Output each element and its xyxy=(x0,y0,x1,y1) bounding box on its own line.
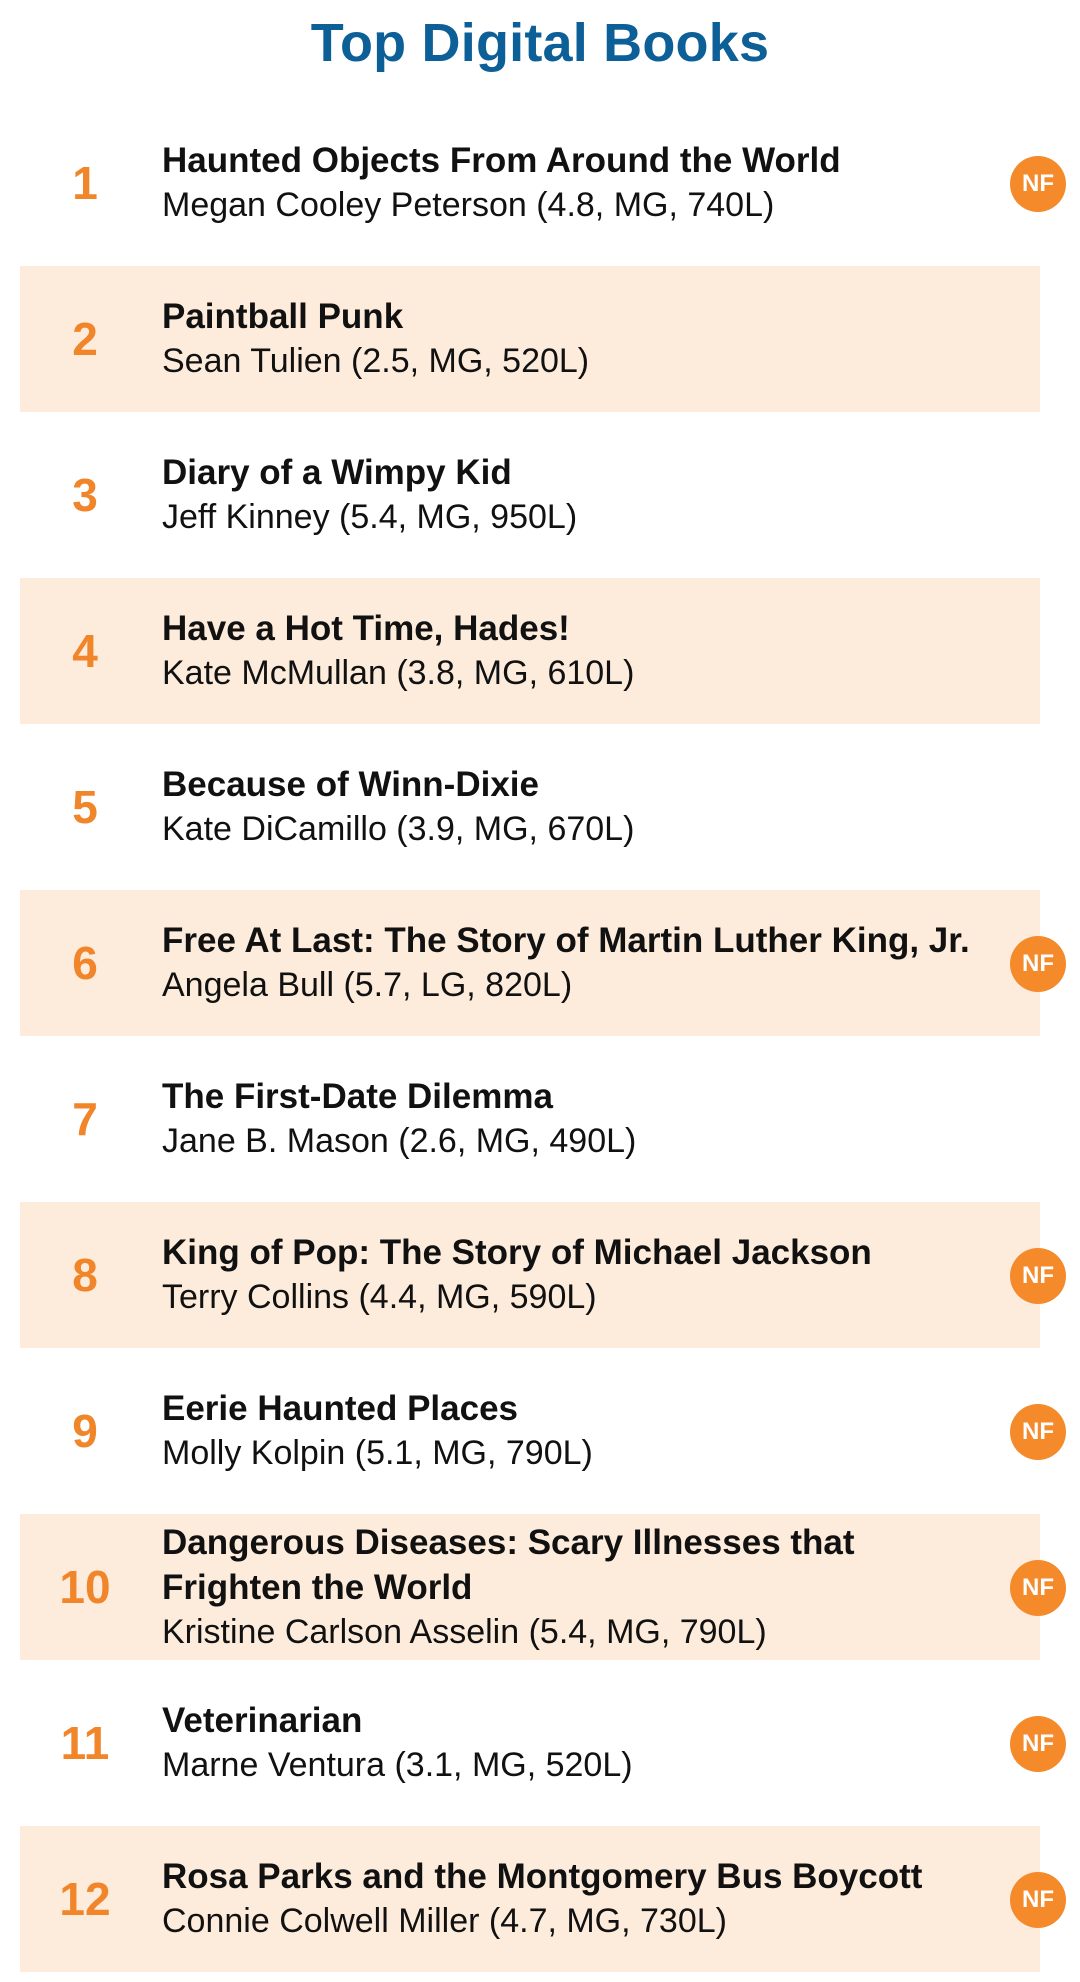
book-author-line: Molly Kolpin (5.1, MG, 790L) xyxy=(162,1434,593,1472)
book-author-line: Kristine Carlson Asselin (5.4, MG, 790L) xyxy=(162,1612,767,1651)
book-author-line: Megan Cooley Peterson (4.8, MG, 740L) xyxy=(162,186,775,224)
book-rank: 4 xyxy=(72,625,98,677)
book-rank: 7 xyxy=(72,1093,98,1145)
nonfiction-badge: NF xyxy=(1010,1872,1066,1928)
row-background xyxy=(20,1514,1040,1660)
book-title: Diary of a Wimpy Kid xyxy=(162,453,512,492)
row-background xyxy=(20,266,1040,412)
book-author-line: Connie Colwell Miller (4.7, MG, 730L) xyxy=(162,1902,727,1940)
book-info: King of Pop: The Story of Michael Jackso… xyxy=(162,1202,982,1348)
book-title: Haunted Objects From Around the World xyxy=(162,141,841,180)
book-rank: 11 xyxy=(60,1717,110,1769)
book-info: Haunted Objects From Around the World Me… xyxy=(162,110,982,256)
book-title: Veterinarian xyxy=(162,1701,363,1740)
book-row-1[interactable]: 1 Haunted Objects From Around the World … xyxy=(0,110,1080,256)
book-author-line: Kate McMullan (3.8, MG, 610L) xyxy=(162,654,635,692)
book-info: Have a Hot Time, Hades! Kate McMullan (3… xyxy=(162,578,982,724)
book-info: Rosa Parks and the Montgomery Bus Boycot… xyxy=(162,1826,982,1972)
nonfiction-badge: NF xyxy=(1010,156,1066,212)
book-rank: 5 xyxy=(72,781,98,833)
book-rank: 1 xyxy=(72,157,98,209)
book-info: Eerie Haunted Places Molly Kolpin (5.1, … xyxy=(162,1358,982,1504)
row-background xyxy=(20,1202,1040,1348)
nonfiction-badge: NF xyxy=(1010,1716,1066,1772)
book-title: King of Pop: The Story of Michael Jackso… xyxy=(162,1233,872,1272)
book-rank: 9 xyxy=(72,1405,98,1457)
book-title: Free At Last: The Story of Martin Luther… xyxy=(162,921,970,960)
book-info: Dangerous Diseases: Scary Illnesses that… xyxy=(162,1514,982,1660)
book-rank: 2 xyxy=(72,313,98,365)
book-info: The First-Date Dilemma Jane B. Mason (2.… xyxy=(162,1046,982,1192)
nonfiction-badge: NF xyxy=(1010,1560,1066,1616)
book-title: The First-Date Dilemma xyxy=(162,1077,553,1116)
page-title: Top Digital Books xyxy=(310,13,770,73)
book-author-line: Marne Ventura (3.1, MG, 520L) xyxy=(162,1746,633,1784)
nonfiction-badge: NF xyxy=(1010,1248,1066,1304)
book-row-4[interactable]: 4 Have a Hot Time, Hades! Kate McMullan … xyxy=(0,578,1080,724)
book-author-line: Jane B. Mason (2.6, MG, 490L) xyxy=(162,1122,637,1160)
book-rank: 6 xyxy=(72,937,98,989)
book-author-line: Jeff Kinney (5.4, MG, 950L) xyxy=(162,498,578,536)
row-background xyxy=(20,578,1040,724)
book-row-3[interactable]: 3 Diary of a Wimpy Kid Jeff Kinney (5.4,… xyxy=(0,422,1080,568)
book-title: Eerie Haunted Places xyxy=(162,1389,518,1428)
book-title: Dangerous Diseases: Scary Illnesses that… xyxy=(162,1522,855,1607)
book-rank: 3 xyxy=(72,469,98,521)
book-info: Paintball Punk Sean Tulien (2.5, MG, 520… xyxy=(162,266,982,412)
book-row-12[interactable]: 12 Rosa Parks and the Montgomery Bus Boy… xyxy=(0,1826,1080,1972)
book-info: Free At Last: The Story of Martin Luther… xyxy=(162,890,982,1036)
book-author-line: Angela Bull (5.7, LG, 820L) xyxy=(162,966,573,1004)
book-row-7[interactable]: 7 The First-Date Dilemma Jane B. Mason (… xyxy=(0,1046,1080,1192)
book-info: Diary of a Wimpy Kid Jeff Kinney (5.4, M… xyxy=(162,422,982,568)
book-author-line: Sean Tulien (2.5, MG, 520L) xyxy=(162,342,590,380)
row-background xyxy=(20,1826,1040,1972)
book-author-line: Kate DiCamillo (3.9, MG, 670L) xyxy=(162,810,635,848)
book-info: Veterinarian Marne Ventura (3.1, MG, 520… xyxy=(162,1670,982,1816)
book-rank: 8 xyxy=(72,1249,98,1301)
book-info: Because of Winn-Dixie Kate DiCamillo (3.… xyxy=(162,734,982,880)
nonfiction-badge: NF xyxy=(1010,1404,1066,1460)
book-list: 1 Haunted Objects From Around the World … xyxy=(0,110,1080,1982)
book-row-8[interactable]: 8 King of Pop: The Story of Michael Jack… xyxy=(0,1202,1080,1348)
book-row-9[interactable]: 9 Eerie Haunted Places Molly Kolpin (5.1… xyxy=(0,1358,1080,1504)
book-title: Because of Winn-Dixie xyxy=(162,765,539,804)
row-background xyxy=(20,890,1040,1036)
book-row-5[interactable]: 5 Because of Winn-Dixie Kate DiCamillo (… xyxy=(0,734,1080,880)
book-author-line: Terry Collins (4.4, MG, 590L) xyxy=(162,1278,597,1316)
book-row-10[interactable]: 10 Dangerous Diseases: Scary Illnesses t… xyxy=(0,1514,1080,1660)
book-rank: 10 xyxy=(59,1561,111,1613)
book-title: Have a Hot Time, Hades! xyxy=(162,609,570,648)
book-row-2[interactable]: 2 Paintball Punk Sean Tulien (2.5, MG, 5… xyxy=(0,266,1080,412)
book-row-6[interactable]: 6 Free At Last: The Story of Martin Luth… xyxy=(0,890,1080,1036)
book-row-11[interactable]: 11 Veterinarian Marne Ventura (3.1, MG, … xyxy=(0,1670,1080,1816)
book-title: Paintball Punk xyxy=(162,297,404,336)
nonfiction-badge: NF xyxy=(1010,936,1066,992)
book-title: Rosa Parks and the Montgomery Bus Boycot… xyxy=(162,1857,923,1896)
book-rank: 12 xyxy=(59,1873,111,1925)
